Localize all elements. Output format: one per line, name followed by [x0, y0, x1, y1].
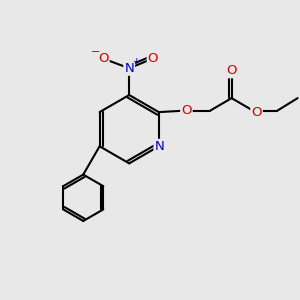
Text: O: O: [251, 106, 262, 118]
Text: O: O: [148, 52, 158, 65]
Text: N: N: [154, 140, 164, 153]
Text: +: +: [132, 57, 140, 66]
Text: O: O: [181, 103, 192, 116]
Text: O: O: [98, 52, 109, 65]
Text: N: N: [124, 62, 134, 75]
Text: O: O: [226, 64, 237, 77]
Text: −: −: [91, 46, 100, 57]
